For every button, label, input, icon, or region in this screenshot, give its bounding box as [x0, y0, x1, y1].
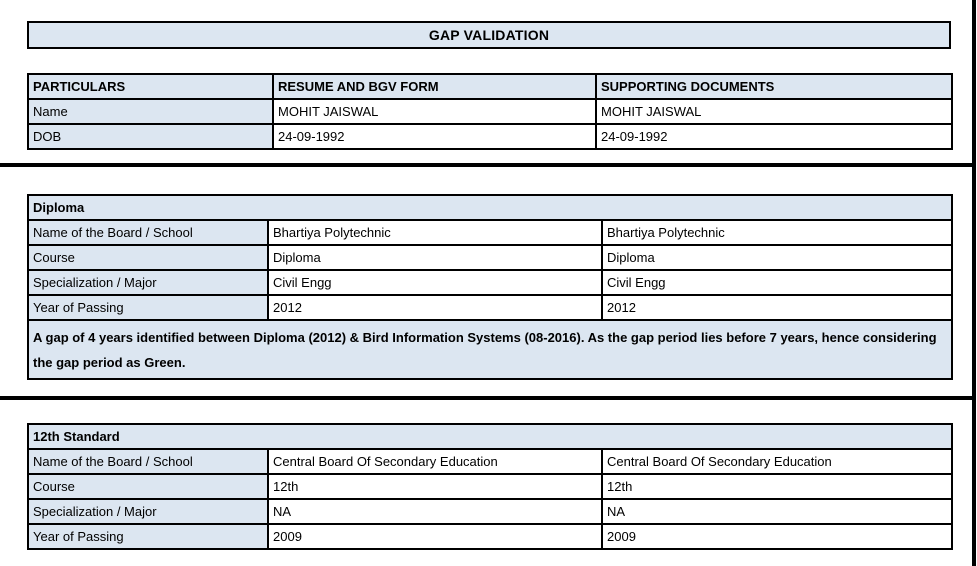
- row-label-board-school: Name of the Board / School: [27, 219, 269, 246]
- table-row: Year of Passing 2012 2012: [27, 294, 954, 321]
- value-cell-dob-resume: 24-09-1992: [272, 123, 597, 150]
- diploma-section-table: Diploma Name of the Board / School Bhart…: [26, 194, 954, 380]
- page-edge-rule: [972, 0, 976, 566]
- column-header-particulars: PARTICULARS: [27, 73, 274, 100]
- value-cell: 2012: [600, 294, 954, 321]
- value-cell: Diploma: [600, 244, 954, 271]
- table-row: Name of the Board / School Central Board…: [27, 448, 954, 475]
- section-header-row: Diploma: [26, 194, 954, 221]
- value-cell-dob-supporting: 24-09-1992: [595, 123, 953, 150]
- twelfth-standard-section-table: 12th Standard Name of the Board / School…: [26, 423, 954, 550]
- row-label-board-school: Name of the Board / School: [27, 448, 269, 475]
- value-cell: 12th: [600, 473, 954, 500]
- row-label-year-of-passing: Year of Passing: [27, 523, 269, 550]
- value-cell-name-resume: MOHIT JAISWAL: [272, 98, 597, 125]
- value-cell: Bhartiya Polytechnic: [267, 219, 603, 246]
- value-cell-name-supporting: MOHIT JAISWAL: [595, 98, 953, 125]
- table-row: Specialization / Major Civil Engg Civil …: [27, 269, 954, 296]
- value-cell: 2009: [600, 523, 954, 550]
- row-label-specialization: Specialization / Major: [27, 269, 269, 296]
- value-cell: 2012: [267, 294, 603, 321]
- value-cell: Central Board Of Secondary Education: [600, 448, 954, 475]
- row-label-name: Name: [27, 98, 274, 125]
- gap-note-row: A gap of 4 years identified between Dipl…: [26, 319, 954, 380]
- row-label-dob: DOB: [27, 123, 274, 150]
- section-title-diploma: Diploma: [26, 194, 954, 221]
- row-label-course: Course: [27, 244, 269, 271]
- value-cell: Civil Engg: [600, 269, 954, 296]
- value-cell: 2009: [267, 523, 603, 550]
- section-header-row: 12th Standard: [26, 423, 954, 450]
- section-divider: [0, 163, 976, 167]
- table-row: Name of the Board / School Bhartiya Poly…: [27, 219, 954, 246]
- value-cell: NA: [600, 498, 954, 525]
- value-cell: Bhartiya Polytechnic: [600, 219, 954, 246]
- value-cell: Diploma: [267, 244, 603, 271]
- column-header-resume-bgv: RESUME AND BGV FORM: [272, 73, 597, 100]
- table-row: Year of Passing 2009 2009: [27, 523, 954, 550]
- value-cell: Central Board Of Secondary Education: [267, 448, 603, 475]
- summary-table: PARTICULARS RESUME AND BGV FORM SUPPORTI…: [27, 73, 953, 150]
- table-row: Specialization / Major NA NA: [27, 498, 954, 525]
- summary-header-row: PARTICULARS RESUME AND BGV FORM SUPPORTI…: [27, 73, 953, 100]
- column-header-supporting-docs: SUPPORTING DOCUMENTS: [595, 73, 953, 100]
- table-row: Course 12th 12th: [27, 473, 954, 500]
- row-label-course: Course: [27, 473, 269, 500]
- table-row: Name MOHIT JAISWAL MOHIT JAISWAL: [27, 98, 953, 125]
- table-row: DOB 24-09-1992 24-09-1992: [27, 123, 953, 150]
- value-cell: NA: [267, 498, 603, 525]
- value-cell: Civil Engg: [267, 269, 603, 296]
- page-title: GAP VALIDATION: [27, 21, 951, 49]
- row-label-year-of-passing: Year of Passing: [27, 294, 269, 321]
- section-divider: [0, 396, 976, 400]
- section-title-12th-standard: 12th Standard: [26, 423, 954, 450]
- table-row: Course Diploma Diploma: [27, 244, 954, 271]
- value-cell: 12th: [267, 473, 603, 500]
- row-label-specialization: Specialization / Major: [27, 498, 269, 525]
- gap-note: A gap of 4 years identified between Dipl…: [26, 319, 954, 380]
